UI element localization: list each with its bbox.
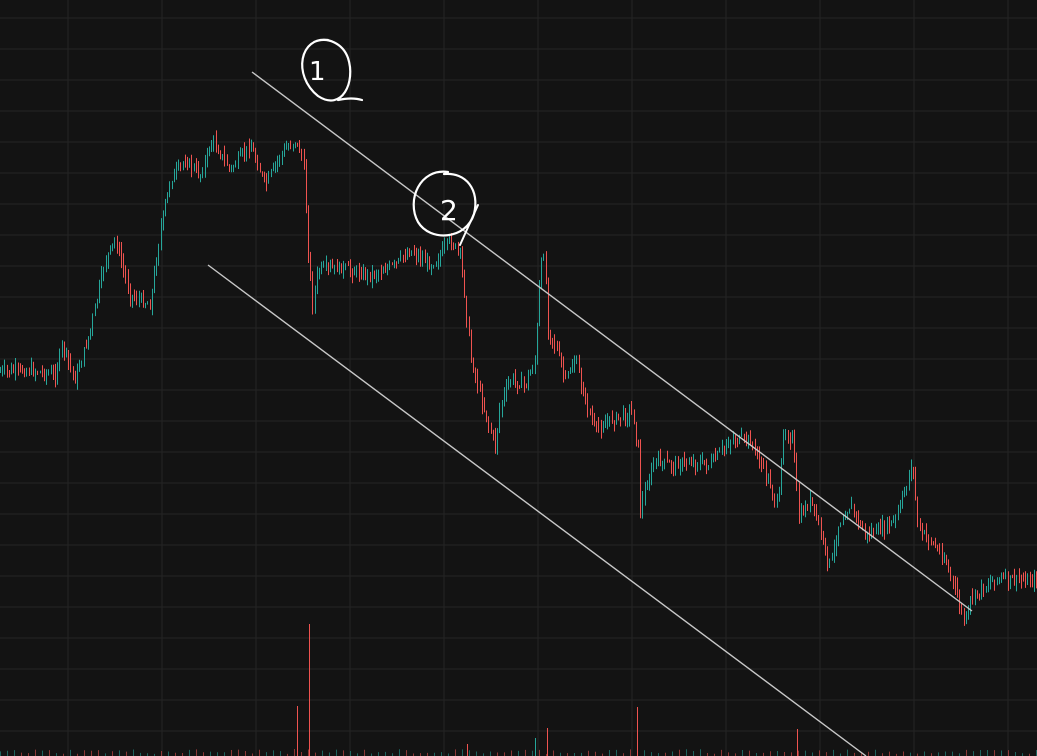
volume-bars: [0, 624, 1037, 756]
channel-trendlines[interactable]: [207, 71, 973, 756]
annotation-circle-1: 1: [301, 38, 364, 102]
annotation-label-1: 1: [309, 57, 326, 87]
annotation-circle-2: 2: [412, 170, 479, 246]
upper-trendline[interactable]: [251, 71, 973, 612]
hand-annotations: 12: [301, 38, 479, 246]
annotation-label-2: 2: [440, 194, 458, 227]
lower-trendline[interactable]: [207, 264, 867, 756]
